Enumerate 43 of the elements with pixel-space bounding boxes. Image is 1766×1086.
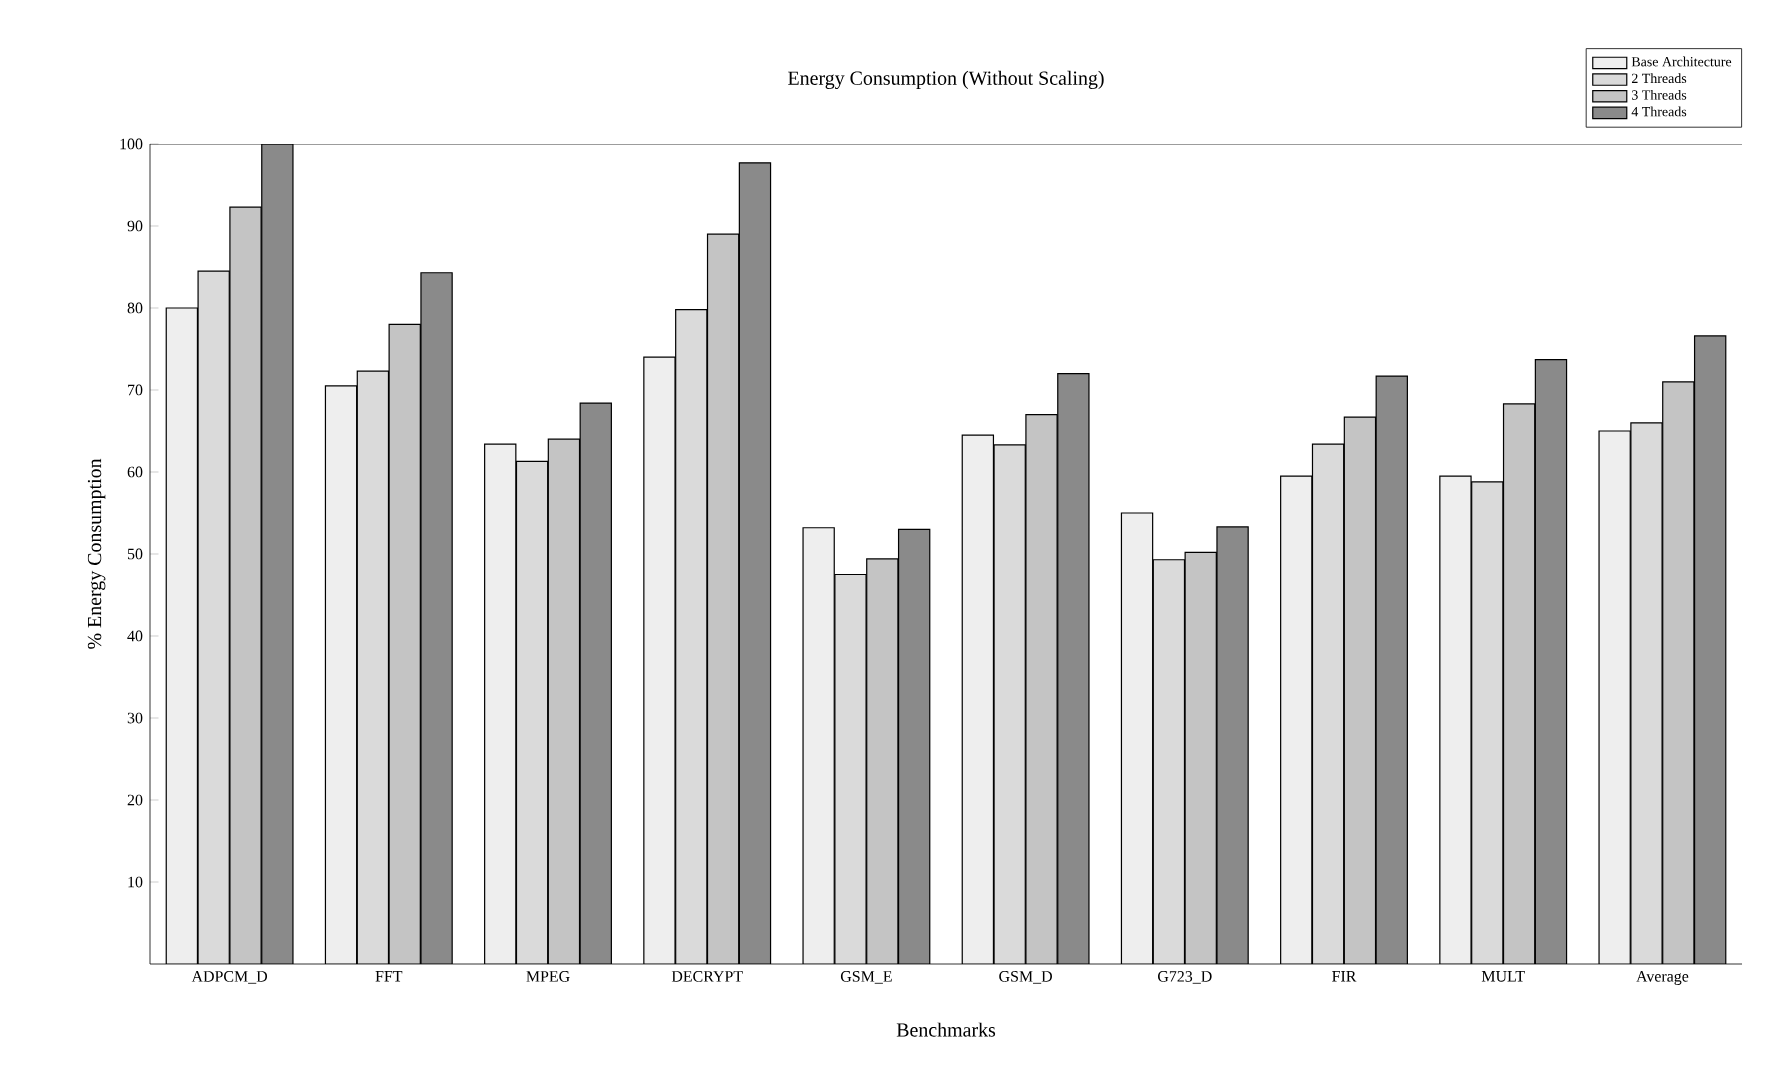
bar	[1376, 376, 1408, 964]
bar	[516, 461, 548, 964]
bar	[994, 444, 1026, 964]
bar	[1535, 359, 1567, 964]
bar	[166, 307, 198, 964]
bar	[1216, 526, 1249, 964]
bar	[1312, 444, 1344, 964]
bar	[261, 143, 293, 964]
bar	[1025, 414, 1058, 964]
bar	[548, 439, 580, 964]
bar	[325, 385, 357, 964]
bar	[198, 271, 230, 964]
bar	[962, 435, 994, 964]
bar	[1121, 512, 1153, 964]
bar	[1280, 476, 1312, 964]
bar	[898, 529, 930, 964]
bar	[675, 309, 707, 964]
bar	[484, 444, 516, 964]
bar	[866, 558, 898, 964]
y-axis-title: % Energy Consumption	[87, 458, 106, 649]
bar	[1439, 476, 1472, 964]
bar	[1630, 422, 1663, 964]
bar	[580, 403, 612, 964]
bar	[1503, 403, 1535, 964]
bar	[1598, 430, 1631, 964]
bar	[643, 357, 676, 964]
bar	[1153, 559, 1185, 964]
bar	[357, 371, 389, 964]
chart-title: Energy Consumption (Without Scaling)	[788, 70, 1104, 90]
bar	[1057, 373, 1089, 964]
bar	[834, 574, 867, 964]
bar	[1662, 381, 1695, 964]
bar	[229, 207, 262, 964]
bar	[1344, 417, 1376, 964]
bar	[739, 162, 771, 964]
x-axis-title: Benchmarks	[896, 1022, 996, 1037]
bar	[389, 324, 421, 964]
bar	[803, 527, 835, 964]
bar	[1471, 481, 1503, 964]
bar	[1185, 552, 1217, 964]
bar	[1693, 335, 1727, 964]
bar	[707, 234, 739, 964]
bar	[420, 272, 453, 964]
